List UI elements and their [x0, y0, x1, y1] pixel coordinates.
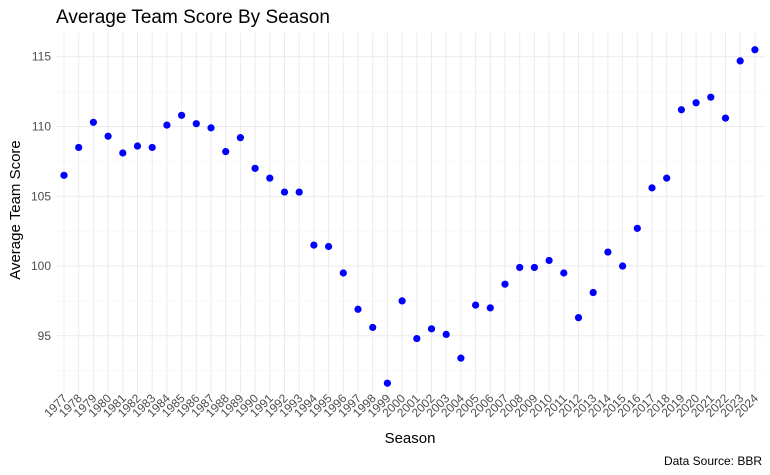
data-point	[545, 256, 553, 265]
data-point	[501, 280, 509, 288]
data-point	[574, 314, 583, 322]
data-point	[163, 121, 171, 129]
grid-lines	[56, 33, 765, 393]
data-point	[354, 305, 362, 313]
y-tick-label: 110	[32, 119, 51, 133]
data-point	[148, 143, 156, 152]
data-point	[178, 111, 186, 119]
y-tick-label: 100	[31, 259, 51, 273]
x-axis-ticks: 1977197819791980198119821983198419851986…	[41, 391, 761, 420]
y-tick-label: 115	[32, 50, 51, 64]
data-point	[486, 304, 494, 312]
data-point	[589, 288, 597, 297]
data-point	[89, 118, 97, 126]
data-point	[560, 269, 568, 277]
data-point	[516, 263, 524, 272]
data-point	[751, 46, 759, 54]
data-point	[369, 323, 377, 332]
data-point	[677, 106, 686, 114]
data-point	[736, 57, 744, 65]
data-point	[692, 99, 700, 107]
chart-title: Average Team Score By Season	[56, 7, 330, 28]
data-point	[280, 188, 289, 196]
data-source-caption: Data Source: BBR	[664, 454, 762, 468]
data-point	[236, 134, 244, 142]
data-point	[383, 379, 391, 387]
data-points	[60, 46, 759, 387]
data-point	[325, 242, 333, 251]
data-point	[619, 262, 627, 270]
data-point	[398, 297, 406, 305]
data-point	[295, 188, 303, 196]
x-axis-title: Season	[385, 430, 436, 447]
data-point	[663, 174, 671, 182]
data-point	[413, 334, 421, 343]
data-point	[530, 263, 539, 272]
data-point	[60, 171, 68, 179]
data-point	[133, 142, 142, 150]
data-point	[472, 301, 480, 309]
data-point	[427, 325, 436, 333]
data-point	[604, 248, 612, 256]
data-point	[648, 184, 656, 192]
data-point	[104, 132, 112, 140]
y-axis-ticks: 95 100 105 110 115	[31, 50, 51, 343]
data-point	[721, 114, 730, 122]
data-point	[251, 164, 259, 172]
data-point	[75, 143, 83, 152]
data-point	[339, 269, 347, 277]
data-point	[119, 149, 127, 157]
data-point	[442, 330, 450, 338]
data-point	[310, 241, 318, 249]
data-point	[207, 124, 215, 132]
y-tick-label: 95	[38, 329, 52, 343]
data-point	[192, 120, 200, 128]
y-axis-title: Average Team Score	[7, 140, 24, 280]
y-tick-label: 105	[31, 189, 51, 203]
data-point	[222, 148, 230, 156]
data-point	[707, 93, 715, 101]
data-point	[457, 354, 465, 362]
data-point	[633, 224, 641, 232]
data-point	[266, 174, 274, 182]
